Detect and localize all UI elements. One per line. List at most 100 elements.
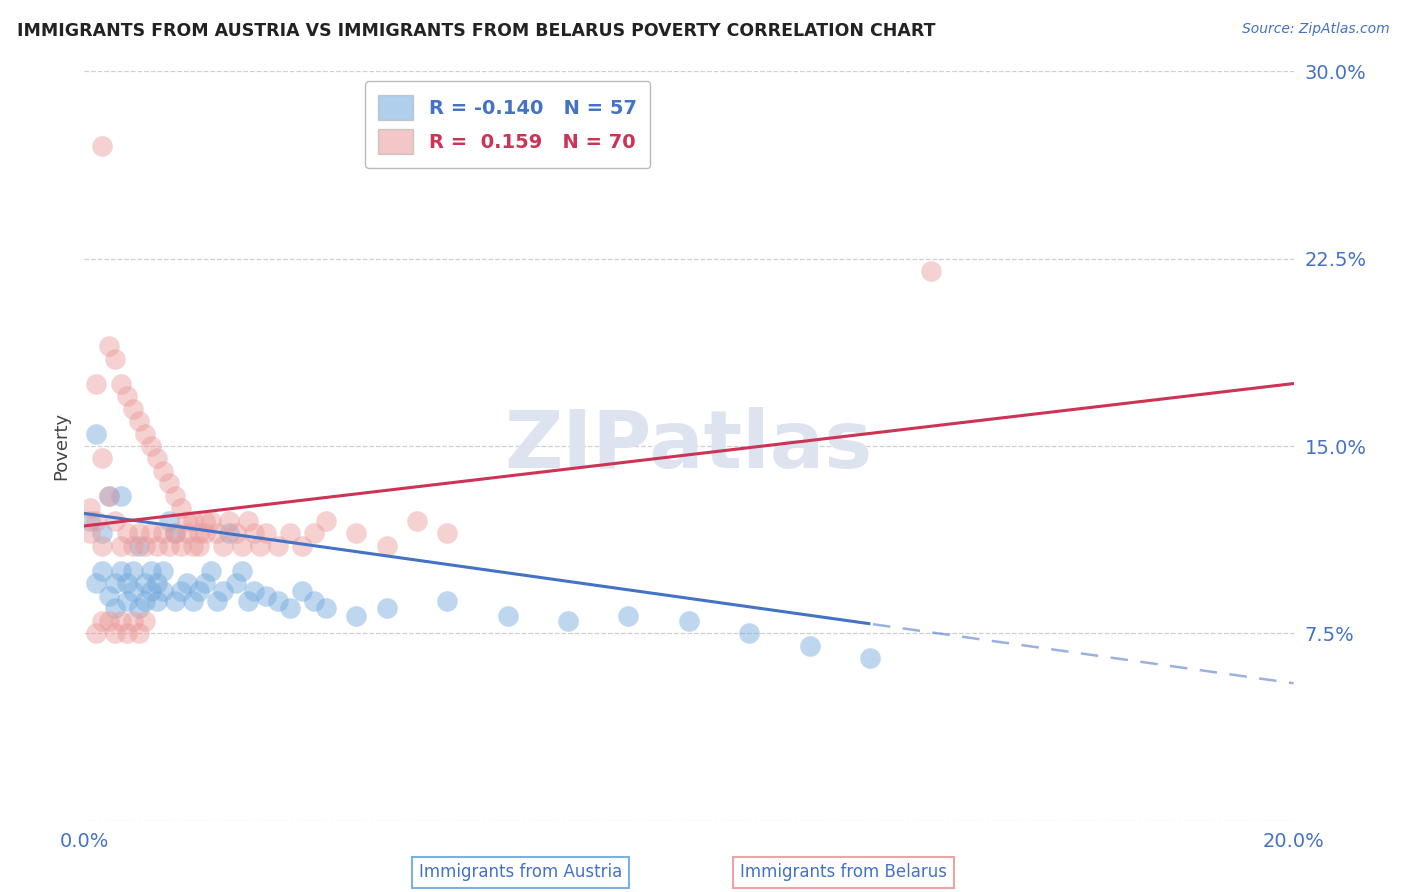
Point	[115, 626, 138, 640]
Point	[678, 614, 700, 628]
Point	[139, 583, 162, 598]
Point	[128, 601, 150, 615]
Point	[86, 626, 108, 640]
Point	[115, 576, 138, 591]
Point	[315, 601, 337, 615]
Point	[231, 564, 253, 578]
Point	[236, 514, 259, 528]
Point	[181, 594, 204, 608]
Point	[557, 614, 579, 628]
Point	[207, 594, 229, 608]
Point	[267, 539, 290, 553]
Point	[207, 526, 229, 541]
Point	[86, 426, 108, 441]
Point	[86, 376, 108, 391]
Point	[346, 608, 368, 623]
Point	[212, 539, 235, 553]
Point	[291, 583, 314, 598]
Point	[181, 539, 204, 553]
Point	[188, 539, 211, 553]
Point	[146, 594, 169, 608]
Point	[200, 514, 222, 528]
Point	[617, 608, 640, 623]
Point	[139, 564, 162, 578]
Point	[91, 451, 114, 466]
Point	[110, 614, 132, 628]
Point	[146, 539, 169, 553]
Point	[194, 526, 217, 541]
Point	[254, 589, 277, 603]
Point	[134, 539, 156, 553]
Point	[110, 489, 132, 503]
Point	[170, 501, 193, 516]
Point	[121, 539, 143, 553]
Point	[225, 576, 247, 591]
Point	[176, 576, 198, 591]
Text: Immigrants from Austria: Immigrants from Austria	[419, 863, 621, 881]
Point	[121, 583, 143, 598]
Point	[278, 601, 301, 615]
Point	[436, 526, 458, 541]
Point	[375, 539, 398, 553]
Point	[194, 576, 217, 591]
Point	[859, 651, 882, 665]
Point	[97, 489, 120, 503]
Point	[738, 626, 761, 640]
Point	[188, 583, 211, 598]
Point	[128, 626, 150, 640]
Point	[188, 526, 211, 541]
Point	[79, 501, 101, 516]
Point	[278, 526, 301, 541]
Point	[134, 576, 156, 591]
Point	[236, 594, 259, 608]
Point	[254, 526, 277, 541]
Point	[436, 594, 458, 608]
Point	[128, 414, 150, 428]
Point	[128, 526, 150, 541]
Point	[115, 389, 138, 403]
Point	[375, 601, 398, 615]
Point	[134, 426, 156, 441]
Point	[152, 526, 174, 541]
Point	[249, 539, 271, 553]
Point	[121, 564, 143, 578]
Point	[128, 539, 150, 553]
Text: IMMIGRANTS FROM AUSTRIA VS IMMIGRANTS FROM BELARUS POVERTY CORRELATION CHART: IMMIGRANTS FROM AUSTRIA VS IMMIGRANTS FR…	[17, 22, 935, 40]
Point	[104, 626, 127, 640]
Point	[200, 564, 222, 578]
Point	[97, 489, 120, 503]
Point	[110, 376, 132, 391]
Point	[79, 526, 101, 541]
Point	[302, 594, 325, 608]
Point	[176, 514, 198, 528]
Point	[91, 614, 114, 628]
Point	[165, 526, 187, 541]
Point	[146, 576, 169, 591]
Point	[920, 264, 942, 278]
Point	[79, 514, 101, 528]
Text: Immigrants from Belarus: Immigrants from Belarus	[740, 863, 948, 881]
Point	[267, 594, 290, 608]
Point	[91, 526, 114, 541]
Point	[97, 339, 120, 353]
Point	[176, 526, 198, 541]
Point	[104, 601, 127, 615]
Point	[218, 514, 240, 528]
Point	[121, 614, 143, 628]
Point	[110, 564, 132, 578]
Point	[139, 526, 162, 541]
Point	[91, 539, 114, 553]
Point	[302, 526, 325, 541]
Point	[170, 583, 193, 598]
Point	[181, 514, 204, 528]
Point	[194, 514, 217, 528]
Point	[165, 489, 187, 503]
Point	[157, 514, 180, 528]
Point	[231, 539, 253, 553]
Legend: R = -0.140   N = 57, R =  0.159   N = 70: R = -0.140 N = 57, R = 0.159 N = 70	[364, 81, 651, 168]
Point	[225, 526, 247, 541]
Point	[115, 526, 138, 541]
Point	[157, 539, 180, 553]
Point	[104, 576, 127, 591]
Point	[121, 401, 143, 416]
